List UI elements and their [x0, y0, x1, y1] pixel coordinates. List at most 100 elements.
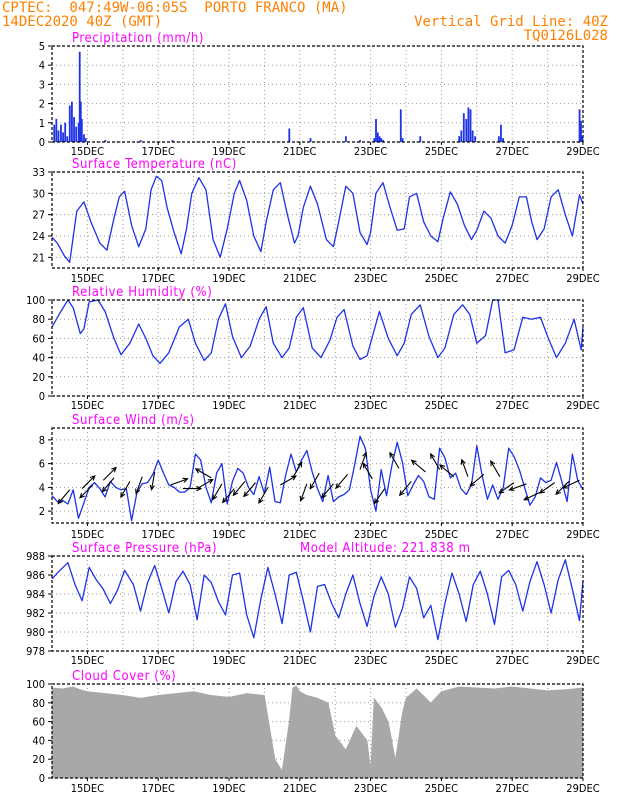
panel-1: 21 24 27 30 33 Surface Temperature (nC) 15DEC 1… — [32, 157, 599, 285]
panel-0: 0 1 2 3 4 5 Precipitation (mm/h) 15DEC 17DEC 19DE… — [39, 31, 600, 158]
precip-bar — [288, 128, 291, 142]
y-tick-label: 80 — [32, 697, 45, 710]
x-tick-label: 23DEC — [354, 528, 387, 541]
wind-arrow — [523, 491, 541, 501]
panel-2: 0 20 40 60 80 100 Relative Humidity (%) 15DEC 17… — [26, 285, 600, 412]
y-tick-label: 100 — [26, 294, 45, 307]
y-tick-label: 33 — [32, 166, 45, 179]
precip-bar — [309, 138, 312, 142]
y-tick-label: 3 — [39, 78, 45, 91]
precip-bar — [458, 136, 461, 142]
wind-arrow-head — [149, 484, 155, 491]
wind-arrow — [309, 472, 320, 489]
precip-bar — [578, 109, 581, 142]
wind-arrow — [539, 482, 555, 494]
series-line — [51, 435, 584, 522]
wind-arrow-head — [290, 475, 298, 481]
precip-bar — [71, 101, 73, 142]
x-tick-label: 25DEC — [425, 145, 458, 158]
y-tick-label: 982 — [26, 607, 45, 620]
precip-bar — [469, 109, 472, 142]
x-tick-label: 15DEC — [71, 528, 104, 541]
wind-arrow-head — [460, 458, 466, 465]
wind-arrow-head — [135, 488, 141, 495]
y-tick-label: 4 — [39, 59, 45, 72]
precip-bar — [84, 138, 87, 142]
y-tick-label: 0 — [39, 390, 45, 403]
precip-bar — [382, 140, 384, 142]
y-tick-label: 40 — [32, 352, 45, 365]
x-tick-label: 17DEC — [142, 782, 175, 795]
panel-frame — [51, 427, 584, 524]
header-location: CPTEC: 047:49W-06:05S PORTO FRANCO (MA) — [2, 0, 348, 16]
y-tick-label: 40 — [32, 734, 45, 747]
precip-bar — [500, 124, 502, 142]
x-tick-label: 25DEC — [425, 782, 458, 795]
precip-bar — [460, 130, 463, 142]
wind-arrow-head — [232, 490, 239, 497]
x-tick-label: 23DEC — [354, 782, 387, 795]
wind-arrow — [101, 477, 115, 493]
panel-title: Surface Temperature (nC) — [72, 157, 237, 172]
wind-arrow — [196, 479, 214, 490]
wind-arrow — [120, 481, 131, 498]
y-tick-label: 30 — [32, 187, 45, 200]
wind-arrow — [373, 488, 386, 504]
precip-bar — [104, 140, 107, 142]
precip-bar — [60, 124, 62, 142]
x-tick-label: 29DEC — [566, 654, 599, 667]
precip-bar — [53, 124, 56, 142]
wind-arrow — [335, 473, 349, 489]
wind-arrow-head — [508, 486, 515, 492]
x-tick-label: 19DEC — [212, 528, 245, 541]
wind-arrow-head — [212, 494, 218, 501]
x-tick-label: 17DEC — [142, 654, 175, 667]
panel-subtitle: Model Altitude: 221.838 m — [300, 541, 471, 556]
x-tick-label: 27DEC — [496, 528, 529, 541]
panel-title: Relative Humidity (%) — [72, 285, 212, 300]
precip-bar — [375, 118, 377, 142]
precip-bar — [471, 130, 474, 142]
y-tick-label: 984 — [26, 588, 45, 601]
x-tick-label: 15DEC — [71, 145, 104, 158]
wind-arrow-head — [410, 459, 417, 466]
wind-arrow-head — [469, 481, 476, 487]
wind-arrow-head — [439, 464, 445, 470]
precip-bar — [462, 113, 465, 142]
wind-arrow-head — [120, 491, 126, 499]
precip-bar — [376, 132, 379, 142]
wind-arrow — [222, 488, 235, 503]
header-date: 14DEC2020 40Z (GMT) — [2, 14, 163, 30]
wind-arrow-head — [196, 485, 203, 492]
y-tick-label: 20 — [32, 753, 45, 766]
y-tick-label: 4 — [39, 481, 45, 494]
wind-arrow — [359, 452, 367, 470]
panel-title: Cloud Cover (%) — [72, 669, 176, 684]
y-tick-label: 2 — [39, 505, 45, 518]
wind-arrow-head — [389, 451, 395, 458]
panel-title: Surface Wind (m/s) — [72, 413, 195, 428]
wind-arrow-head — [111, 466, 117, 473]
x-tick-label: 19DEC — [212, 654, 245, 667]
wind-arrow — [57, 489, 71, 504]
wind-arrow-head — [258, 497, 264, 505]
precip-bar — [474, 136, 477, 142]
wind-arrow-head — [299, 495, 305, 502]
wind-arrow — [430, 453, 441, 470]
precip-bar — [465, 118, 468, 142]
y-tick-label: 6 — [39, 458, 45, 471]
header-model-code: TQ0126L028 — [523, 28, 608, 44]
wind-arrow — [300, 483, 308, 501]
wind-arrow-head — [362, 462, 368, 469]
x-tick-label: 25DEC — [425, 399, 458, 412]
wind-arrow-head — [57, 498, 63, 505]
wind-arrow-head — [182, 477, 189, 483]
precip-bar — [139, 140, 142, 142]
x-tick-label: 21DEC — [283, 272, 316, 285]
wind-arrow — [102, 467, 117, 481]
panel-3: 2 4 6 8 Surface Wind (m/s) 15DEC 17DEC 19DEC 21D… — [39, 413, 600, 541]
panel-frame — [51, 299, 584, 397]
wind-arrow-head — [523, 495, 530, 501]
series-line — [51, 559, 584, 641]
